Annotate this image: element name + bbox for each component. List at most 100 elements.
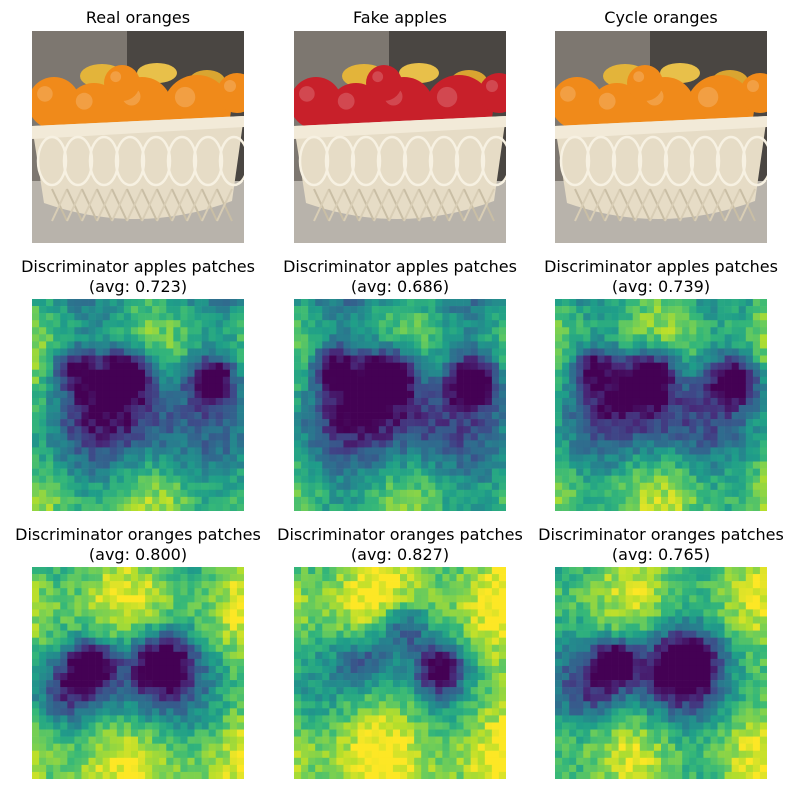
heatmap-patch (152, 419, 160, 427)
heatmap-patch (32, 461, 40, 469)
heatmap-patch (484, 320, 493, 328)
heatmap-patch (392, 729, 401, 737)
heatmap-patch (145, 722, 153, 730)
heatmap-patch (194, 567, 202, 575)
heatmap-patch (194, 616, 202, 624)
heatmap-patch (201, 503, 209, 511)
heatmap-patch (625, 419, 634, 427)
heatmap-patch (236, 454, 244, 462)
heatmap-patch (632, 623, 641, 631)
heatmap-patch (597, 567, 605, 575)
heatmap-patch (562, 412, 570, 420)
heatmap-patch (385, 376, 394, 385)
heatmap-patch (322, 306, 330, 314)
heatmap-patch (215, 616, 224, 624)
heatmap-patch (745, 397, 754, 406)
heatmap-patch (301, 651, 309, 660)
heatmap-patch (109, 658, 118, 667)
heatmap-patch (229, 609, 238, 617)
heatmap-patch (442, 440, 450, 448)
heatmap-patch (442, 637, 450, 646)
heatmap-patch (639, 454, 648, 462)
heatmap-patch (350, 623, 358, 631)
heatmap-patch (498, 743, 506, 752)
heatmap-patch (229, 708, 238, 716)
heatmap-patch (385, 475, 394, 484)
heatmap-patch (74, 757, 82, 766)
heatmap-patch (611, 426, 619, 434)
heatmap-patch (611, 574, 619, 582)
heatmap-patch (442, 616, 450, 624)
basket-weave (186, 188, 203, 222)
heatmap-patch (611, 348, 619, 356)
heatmap-patch (215, 680, 224, 688)
heatmap-patch (407, 306, 415, 314)
heatmap-patch (39, 433, 47, 441)
heatmap-patch (32, 595, 40, 603)
heatmap-patch (576, 376, 584, 385)
heatmap-patch (187, 595, 195, 603)
heatmap-patch (428, 665, 436, 674)
heatmap-patch (350, 475, 358, 484)
heatmap-patch (152, 680, 160, 688)
heatmap-patch (60, 405, 68, 413)
heatmap-patch (456, 447, 464, 455)
heatmap-patch (166, 673, 174, 681)
heatmap-patch (336, 383, 344, 392)
heatmap-patch (357, 313, 365, 321)
heatmap-patch (625, 581, 634, 589)
heatmap-patch (385, 771, 394, 779)
heatmap-patch (498, 595, 506, 603)
heatmap-patch (597, 397, 605, 406)
heatmap-patch (724, 630, 732, 638)
heatmap-patch (322, 644, 330, 653)
heatmap-patch (187, 419, 195, 427)
heatmap-patch (102, 348, 111, 356)
heatmap-patch (74, 750, 82, 759)
heatmap-patch (703, 362, 711, 370)
heatmap-patch (145, 687, 153, 695)
heatmap-patch (421, 588, 429, 596)
heatmap-patch (724, 616, 732, 624)
heatmap-patch (180, 390, 188, 399)
heatmap-patch (442, 475, 450, 484)
heatmap-patch (364, 440, 373, 448)
heatmap-patch (625, 447, 634, 455)
heatmap-patch (470, 637, 479, 646)
heatmap-patch (215, 701, 224, 709)
heatmap-patch (208, 383, 217, 392)
fruit-icon (104, 65, 140, 101)
heatmap-patch (145, 715, 153, 723)
heatmap-patch (201, 348, 209, 356)
heatmap-patch (618, 440, 626, 448)
fruit-highlight (110, 71, 122, 83)
heatmap-patch (32, 680, 40, 688)
heatmap-patch (555, 595, 563, 603)
heatmap-patch (731, 334, 740, 342)
heatmap-patch (60, 644, 68, 653)
heatmap-patch (710, 419, 718, 427)
heatmap-patch (315, 440, 323, 448)
heatmap-patch (322, 715, 330, 723)
heatmap-patch (53, 355, 61, 363)
heatmap-patch (604, 306, 612, 314)
heatmap-patch (371, 708, 380, 716)
heatmap-patch (95, 757, 103, 766)
heatmap-patch (555, 475, 563, 484)
heatmap-patch (661, 348, 669, 356)
heatmap-patch (625, 503, 634, 511)
heatmap-patch (498, 306, 506, 314)
heatmap-patch (308, 348, 316, 356)
heatmap-patch (414, 595, 422, 603)
heatmap-patch (569, 334, 577, 342)
heatmap-patch (470, 757, 479, 766)
heatmap-patch (562, 475, 570, 484)
heatmap-patch (428, 461, 436, 469)
heatmap-patch (682, 320, 690, 328)
heatmap-patch (378, 383, 387, 392)
heatmap-patch (653, 362, 662, 370)
heatmap-patch (484, 757, 493, 766)
heatmap-patch (222, 609, 231, 617)
heatmap-patch (456, 390, 464, 399)
heatmap-patch (81, 581, 89, 589)
